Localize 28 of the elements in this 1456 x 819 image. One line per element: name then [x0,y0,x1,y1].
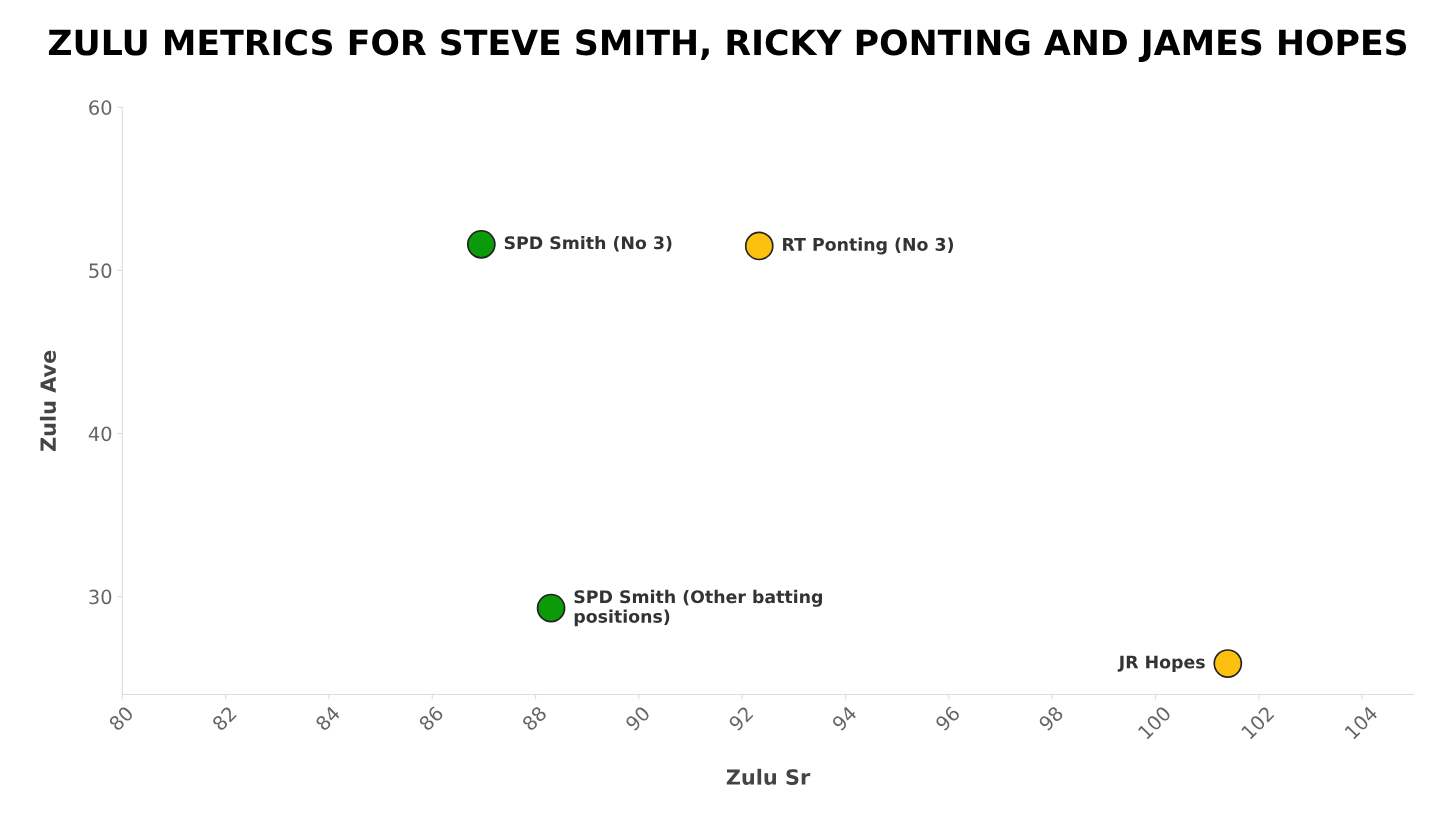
y-tick-label: 60 [89,100,112,115]
annotation: RT Ponting (No 3) [783,237,953,255]
x-tick-label: 84 [314,705,341,732]
annotation: JR Hopes [1117,655,1205,672]
x-tick-label: 94 [831,705,858,732]
x-tick-label: 92 [727,705,754,732]
point [466,229,496,259]
x-tick-label: 102 [1240,705,1275,740]
x-tick-label: 98 [1037,705,1064,732]
x-tick-label: 90 [624,705,651,732]
point [1213,649,1243,678]
x-tick-label: 88 [521,705,548,732]
point [744,231,774,261]
x-tick-label: 86 [418,705,445,732]
point [536,593,566,623]
y-axis-title: Zulu Ave [39,350,57,452]
annotation: SPD Smith (Other batting positions) [574,589,822,627]
x-tick-label: 104 [1344,705,1379,740]
x-tick-label: 80 [108,705,135,732]
x-tick-label: 100 [1137,705,1172,740]
y-tick-label: 50 [89,263,112,279]
x-tick-label: 96 [934,705,961,732]
chart-title: ZULU METRICS FOR STEVE SMITH, RICKY PONTING AND JAMES HOPES [48,29,1407,62]
x-axis-title: Zulu Sr [726,768,811,785]
y-tick-label: 30 [89,589,112,605]
x-tick-label: 82 [211,705,237,732]
y-tick-label: 40 [88,426,112,442]
annotation: SPD Smith (No 3) [504,235,672,252]
